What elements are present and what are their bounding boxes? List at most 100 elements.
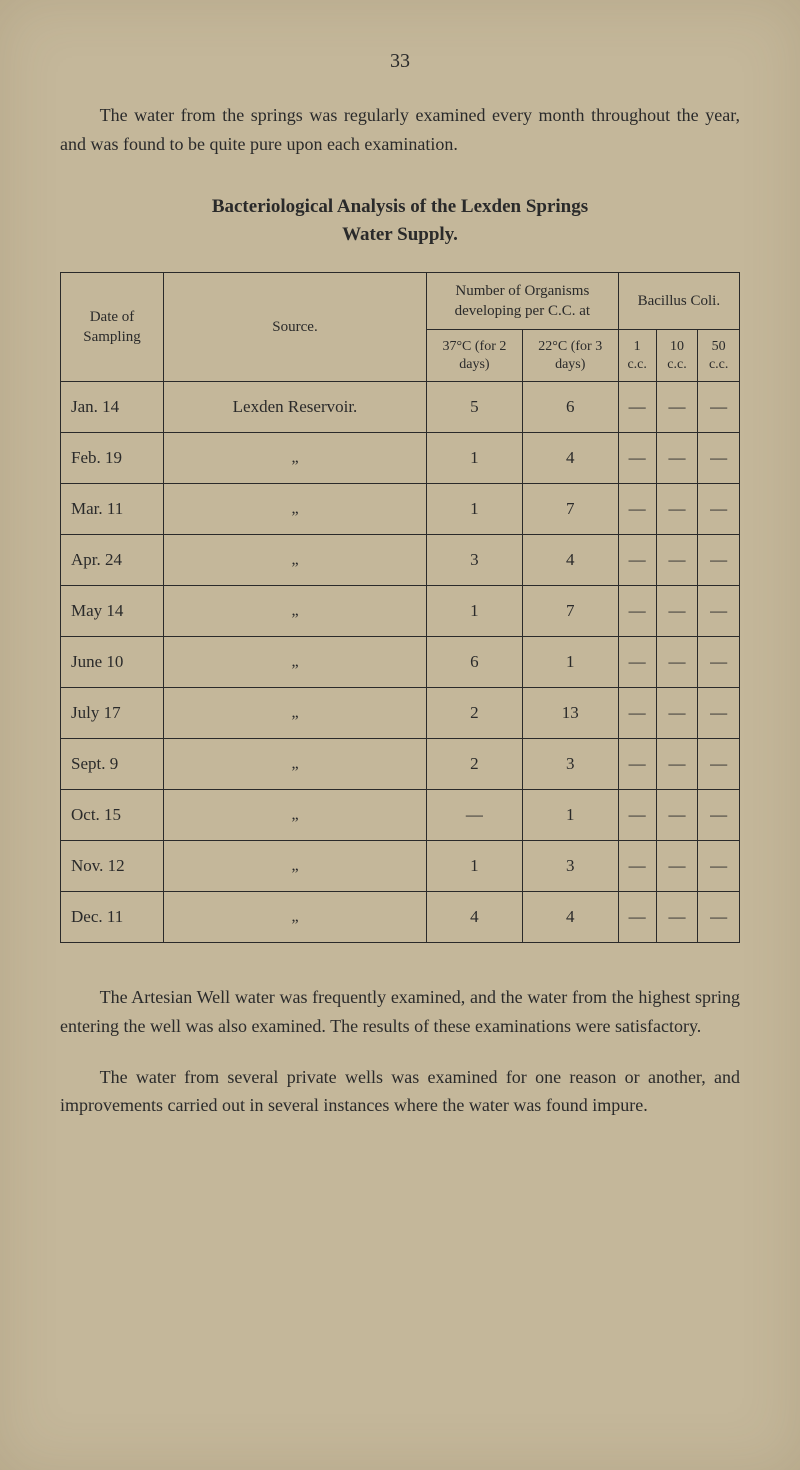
cell-c22: 4 <box>522 535 618 586</box>
cell-c37: 1 <box>427 586 523 637</box>
cell-source: „ <box>164 637 427 688</box>
cell-c22: 3 <box>522 841 618 892</box>
cell-date: Feb. 19 <box>61 433 164 484</box>
cell-cc50: — <box>698 637 740 688</box>
cell-cc50: — <box>698 484 740 535</box>
table-row: Sept. 9„23——— <box>61 739 740 790</box>
col-header-source: Source. <box>164 272 427 382</box>
cell-cc10: — <box>656 688 698 739</box>
cell-cc50: — <box>698 382 740 433</box>
cell-cc10: — <box>656 841 698 892</box>
cell-c37: 1 <box>427 433 523 484</box>
cell-source: „ <box>164 433 427 484</box>
table-row: July 17„213——— <box>61 688 740 739</box>
table-row: Mar. 11„17——— <box>61 484 740 535</box>
table-row: Dec. 11„44——— <box>61 892 740 943</box>
cell-cc10: — <box>656 433 698 484</box>
cell-cc50: — <box>698 535 740 586</box>
cell-date: Sept. 9 <box>61 739 164 790</box>
cell-c22: 4 <box>522 892 618 943</box>
cell-cc10: — <box>656 382 698 433</box>
col-header-organisms: Number of Organisms developing per C.C. … <box>427 272 619 330</box>
cell-c22: 7 <box>522 586 618 637</box>
cell-source: „ <box>164 484 427 535</box>
table-title: Bacteriological Analysis of the Lexden S… <box>60 193 740 250</box>
cell-cc1: — <box>618 637 656 688</box>
cell-cc1: — <box>618 841 656 892</box>
table-title-line1: Bacteriological Analysis of the Lexden S… <box>212 196 588 217</box>
paragraph-private-wells: The water from several private wells was… <box>60 1063 740 1121</box>
cell-cc50: — <box>698 586 740 637</box>
cell-cc1: — <box>618 586 656 637</box>
table-row: Jan. 14Lexden Reservoir.56——— <box>61 382 740 433</box>
cell-date: May 14 <box>61 586 164 637</box>
col-header-date: Date of Sampling <box>61 272 164 382</box>
col-header-bacillus: Bacillus Coli. <box>618 272 739 330</box>
cell-cc10: — <box>656 637 698 688</box>
cell-cc50: — <box>698 841 740 892</box>
cell-source: „ <box>164 841 427 892</box>
cell-c37: 5 <box>427 382 523 433</box>
cell-source: Lexden Reservoir. <box>164 382 427 433</box>
col-header-37c: 37°C (for 2 days) <box>427 330 523 382</box>
cell-cc10: — <box>656 790 698 841</box>
cell-c37: 3 <box>427 535 523 586</box>
cell-date: Oct. 15 <box>61 790 164 841</box>
cell-source: „ <box>164 892 427 943</box>
table-row: Apr. 24„34——— <box>61 535 740 586</box>
table-title-line2: Water Supply. <box>342 224 458 245</box>
document-page: 33 The water from the springs was regula… <box>0 0 800 1470</box>
cell-cc10: — <box>656 586 698 637</box>
page-number: 33 <box>60 50 740 73</box>
cell-source: „ <box>164 688 427 739</box>
cell-c22: 1 <box>522 790 618 841</box>
cell-cc1: — <box>618 790 656 841</box>
cell-c22: 7 <box>522 484 618 535</box>
cell-c37: 4 <box>427 892 523 943</box>
paragraph-artesian: The Artesian Well water was frequently e… <box>60 983 740 1041</box>
cell-date: Apr. 24 <box>61 535 164 586</box>
cell-source: „ <box>164 790 427 841</box>
cell-cc1: — <box>618 892 656 943</box>
cell-date: Nov. 12 <box>61 841 164 892</box>
table-row: May 14„17——— <box>61 586 740 637</box>
col-header-1cc: 1 c.c. <box>618 330 656 382</box>
table-row: Feb. 19„14——— <box>61 433 740 484</box>
cell-c37: 2 <box>427 739 523 790</box>
cell-c22: 13 <box>522 688 618 739</box>
cell-cc50: — <box>698 892 740 943</box>
table-body: Jan. 14Lexden Reservoir.56———Feb. 19„14—… <box>61 382 740 943</box>
cell-date: June 10 <box>61 637 164 688</box>
cell-cc10: — <box>656 739 698 790</box>
cell-c37: — <box>427 790 523 841</box>
cell-cc10: — <box>656 484 698 535</box>
cell-cc10: — <box>656 892 698 943</box>
cell-cc1: — <box>618 535 656 586</box>
cell-cc10: — <box>656 535 698 586</box>
col-header-22c: 22°C (for 3 days) <box>522 330 618 382</box>
cell-date: Jan. 14 <box>61 382 164 433</box>
col-header-10cc: 10 c.c. <box>656 330 698 382</box>
cell-cc1: — <box>618 739 656 790</box>
cell-source: „ <box>164 739 427 790</box>
cell-cc50: — <box>698 739 740 790</box>
cell-cc50: — <box>698 688 740 739</box>
cell-c22: 1 <box>522 637 618 688</box>
cell-date: July 17 <box>61 688 164 739</box>
cell-cc1: — <box>618 382 656 433</box>
cell-c22: 3 <box>522 739 618 790</box>
cell-c22: 4 <box>522 433 618 484</box>
cell-date: Mar. 11 <box>61 484 164 535</box>
cell-c37: 1 <box>427 841 523 892</box>
cell-source: „ <box>164 535 427 586</box>
table-row: Nov. 12„13——— <box>61 841 740 892</box>
cell-c37: 1 <box>427 484 523 535</box>
cell-source: „ <box>164 586 427 637</box>
cell-c22: 6 <box>522 382 618 433</box>
cell-cc1: — <box>618 688 656 739</box>
cell-date: Dec. 11 <box>61 892 164 943</box>
table-row: June 10„61——— <box>61 637 740 688</box>
cell-c37: 6 <box>427 637 523 688</box>
col-header-50cc: 50 c.c. <box>698 330 740 382</box>
analysis-table: Date of Sampling Source. Number of Organ… <box>60 272 740 944</box>
